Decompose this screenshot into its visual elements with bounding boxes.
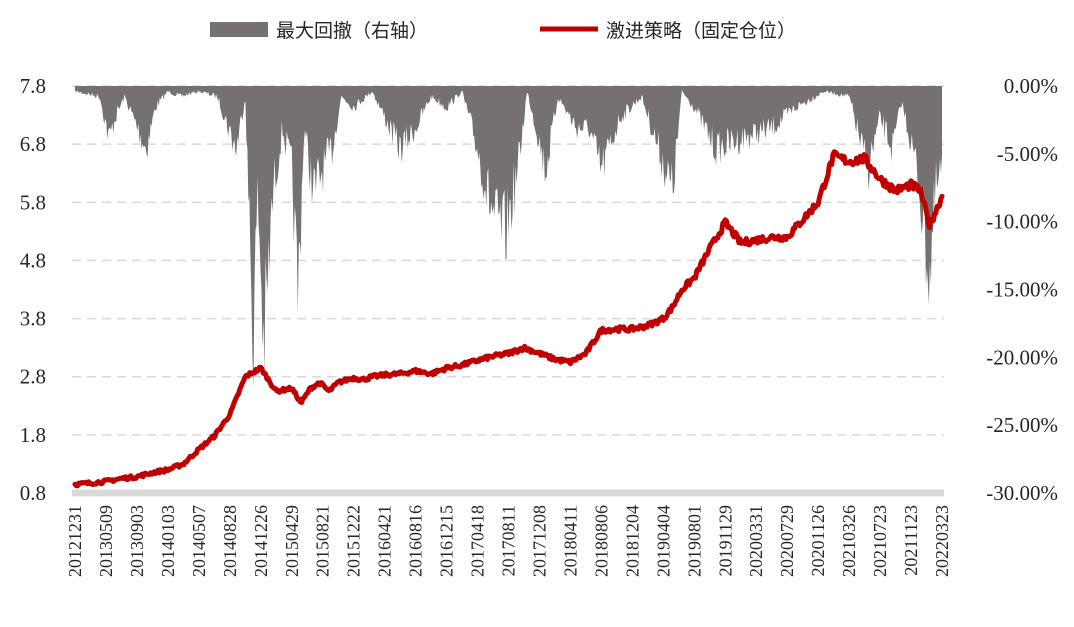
left-axis-tick-label: 1.8: [20, 423, 46, 447]
x-axis-tick-label: 20170418: [468, 505, 488, 577]
right-axis-tick-label: 0.00%: [1004, 74, 1058, 98]
x-axis-tick-label: 20171208: [529, 505, 549, 577]
x-axis-tick-label: 20181204: [622, 505, 642, 577]
x-axis-tick-label: 20190801: [684, 505, 704, 577]
strategy-line: [72, 149, 945, 489]
x-axis-tick-label: 20200729: [777, 505, 797, 577]
left-axis-tick-label: 4.8: [20, 248, 46, 272]
x-axis-tick-label: 20220323: [932, 505, 952, 577]
x-axis-tick-label: 20150429: [282, 505, 302, 577]
x-axis-tick-label: 20160421: [375, 505, 395, 577]
x-axis-tick-label: 20130509: [96, 505, 116, 577]
legend: 最大回撤（右轴） 激进策略（固定仓位）: [210, 20, 796, 42]
x-axis-tick-label: 20201126: [808, 505, 828, 576]
x-axis-tick-label: 20180411: [560, 505, 580, 576]
x-axis-tick-label: 20180806: [591, 505, 611, 577]
x-axis-tick-label: 20121231: [65, 505, 85, 577]
right-axis-tick-label: -5.00%: [997, 142, 1058, 166]
x-axis-tick-label: 20140828: [220, 505, 240, 577]
left-axis-tick-label: 6.8: [20, 132, 46, 156]
x-axis-tick-label: 20191129: [715, 505, 735, 576]
x-axis-tick-label: 20141226: [251, 505, 271, 577]
x-axis-tick-label: 20161215: [437, 505, 457, 577]
right-axis-tick-label: -15.00%: [986, 278, 1058, 302]
right-axis-tick-label: -30.00%: [986, 481, 1058, 505]
left-axis-tick-label: 5.8: [20, 190, 46, 214]
x-axis-tick-label: 20150821: [313, 505, 333, 577]
x-axis-tick-label: 20211123: [901, 505, 921, 576]
x-axis-tick-label: 20160816: [406, 505, 426, 577]
drawdown-area: [75, 86, 942, 388]
x-axis-tick-label: 20130903: [127, 505, 147, 577]
legend-strategy-label: 激进策略（固定仓位）: [606, 20, 796, 42]
legend-drawdown-label: 最大回撤（右轴）: [276, 20, 428, 42]
x-axis-tick-label: 20140507: [189, 505, 209, 577]
x-axis-tick-label: 20210326: [839, 505, 859, 577]
right-axis-ticks: 0.00% -5.00% -10.00% -15.00% -20.00% -25.00% -…: [986, 74, 1058, 505]
left-axis-tick-label: 3.8: [20, 307, 46, 331]
x-axis-tick-label: 20140103: [158, 505, 178, 577]
x-axis-tick-label: 20151222: [344, 505, 364, 577]
legend-drawdown-swatch: [210, 22, 268, 37]
left-axis-tick-label: 7.8: [20, 74, 46, 98]
left-axis-tick-label: 0.8: [20, 481, 46, 505]
strategy-line-series: [72, 149, 945, 489]
x-axis-tick-label: 20200331: [746, 505, 766, 577]
left-axis-ticks: 7.8 6.8 5.8 4.8 3.8 2.8 1.8 0.8: [20, 74, 46, 505]
drawdown-area-series: [75, 86, 942, 388]
right-axis-tick-label: -20.00%: [986, 345, 1058, 369]
right-axis-tick-label: -25.00%: [986, 413, 1058, 437]
x-axis-tick-label: 20170811: [499, 505, 519, 576]
right-axis-tick-label: -10.00%: [986, 210, 1058, 234]
left-axis-tick-label: 2.8: [20, 365, 46, 389]
x-axis-tick-label: 20190404: [653, 505, 673, 577]
x-axis-ticks: 20121231 20130509 20130903 20140103 20140507…: [65, 505, 952, 577]
x-axis-tick-label: 20210723: [870, 505, 890, 577]
